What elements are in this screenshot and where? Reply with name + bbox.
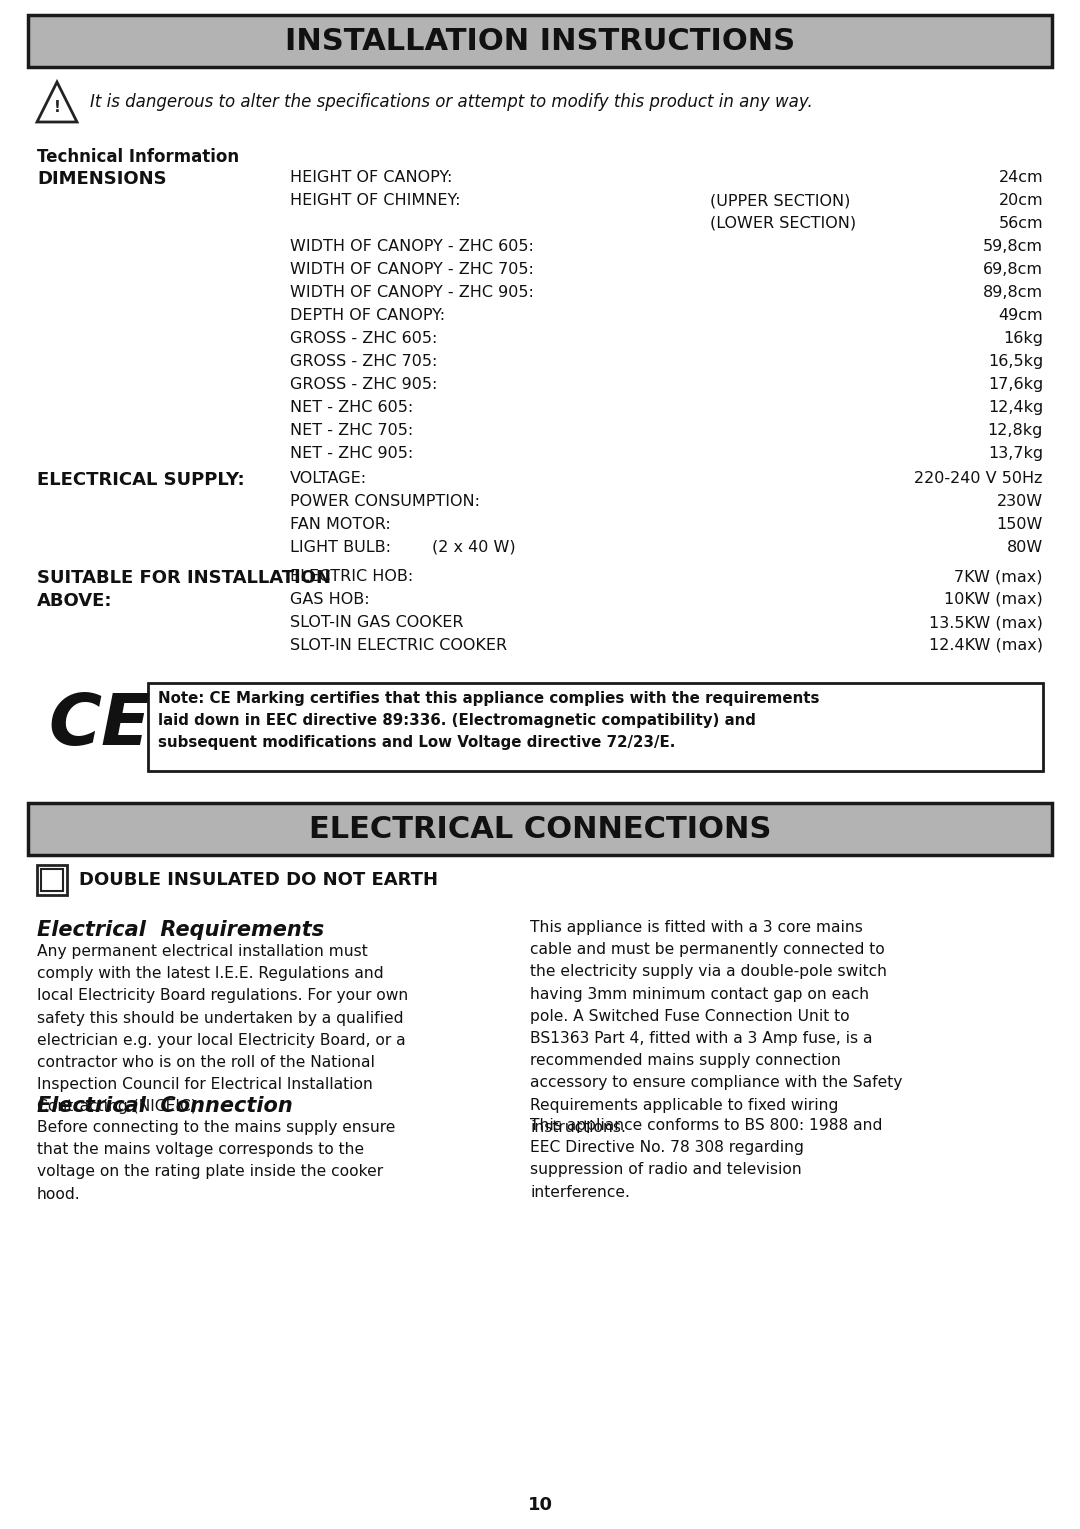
Text: INSTALLATION INSTRUCTIONS: INSTALLATION INSTRUCTIONS	[285, 26, 795, 55]
Text: 89,8cm: 89,8cm	[983, 284, 1043, 300]
Text: Before connecting to the mains supply ensure
that the mains voltage corresponds : Before connecting to the mains supply en…	[37, 1121, 395, 1202]
Text: NET - ZHC 605:: NET - ZHC 605:	[291, 401, 414, 414]
Text: 12,4kg: 12,4kg	[988, 401, 1043, 414]
Text: WIDTH OF CANOPY - ZHC 605:: WIDTH OF CANOPY - ZHC 605:	[291, 239, 534, 254]
Text: (UPPER SECTION): (UPPER SECTION)	[710, 193, 850, 208]
Text: GROSS - ZHC 605:: GROSS - ZHC 605:	[291, 330, 437, 346]
Text: This appliance conforms to BS 800: 1988 and
EEC Directive No. 78 308 regarding
s: This appliance conforms to BS 800: 1988 …	[530, 1118, 882, 1200]
Text: This appliance is fitted with a 3 core mains
cable and must be permanently conne: This appliance is fitted with a 3 core m…	[530, 920, 903, 1135]
Bar	[148, 683, 1043, 771]
Text: HEIGHT OF CANOPY:: HEIGHT OF CANOPY:	[291, 170, 453, 185]
Text: SUITABLE FOR INSTALLATION: SUITABLE FOR INSTALLATION	[37, 569, 330, 587]
Text: 220-240 V 50Hz: 220-240 V 50Hz	[915, 471, 1043, 486]
Text: 69,8cm: 69,8cm	[983, 261, 1043, 277]
Text: DIMENSIONS: DIMENSIONS	[37, 170, 166, 188]
Text: VOLTAGE:: VOLTAGE:	[291, 471, 367, 486]
Text: 17,6kg: 17,6kg	[988, 378, 1043, 391]
Text: 12,8kg: 12,8kg	[987, 424, 1043, 437]
Text: 49cm: 49cm	[998, 307, 1043, 323]
Text: 150W: 150W	[997, 517, 1043, 532]
Bar	[41, 868, 63, 891]
Text: WIDTH OF CANOPY - ZHC 705:: WIDTH OF CANOPY - ZHC 705:	[291, 261, 534, 277]
Text: 13,7kg: 13,7kg	[988, 446, 1043, 462]
Text: ELECTRIC HOB:: ELECTRIC HOB:	[291, 569, 414, 584]
Text: !: !	[54, 101, 60, 116]
Text: (LOWER SECTION): (LOWER SECTION)	[710, 216, 856, 231]
Text: CE: CE	[49, 691, 151, 760]
Bar	[28, 803, 1052, 855]
Text: 80W: 80W	[1007, 540, 1043, 555]
Text: 10KW (max): 10KW (max)	[944, 592, 1043, 607]
Text: Electrical  Connection: Electrical Connection	[37, 1096, 293, 1116]
Text: It is dangerous to alter the specifications or attempt to modify this product in: It is dangerous to alter the specificati…	[90, 93, 813, 112]
Text: DEPTH OF CANOPY:: DEPTH OF CANOPY:	[291, 307, 445, 323]
Text: WIDTH OF CANOPY - ZHC 905:: WIDTH OF CANOPY - ZHC 905:	[291, 284, 534, 300]
Text: GAS HOB:: GAS HOB:	[291, 592, 369, 607]
Text: Technical Information: Technical Information	[37, 148, 239, 167]
Text: 16,5kg: 16,5kg	[988, 355, 1043, 368]
Text: FAN MOTOR:: FAN MOTOR:	[291, 517, 391, 532]
Text: 10: 10	[527, 1495, 553, 1514]
Text: 24cm: 24cm	[998, 170, 1043, 185]
Text: 20cm: 20cm	[998, 193, 1043, 208]
Text: 16kg: 16kg	[1003, 330, 1043, 346]
Text: 56cm: 56cm	[998, 216, 1043, 231]
Text: 13.5KW (max): 13.5KW (max)	[929, 615, 1043, 630]
Text: 12.4KW (max): 12.4KW (max)	[929, 638, 1043, 653]
Text: NET - ZHC 905:: NET - ZHC 905:	[291, 446, 414, 462]
Text: 7KW (max): 7KW (max)	[955, 569, 1043, 584]
Bar	[37, 865, 67, 894]
Text: 59,8cm: 59,8cm	[983, 239, 1043, 254]
Text: Any permanent electrical installation must
comply with the latest I.E.E. Regulat: Any permanent electrical installation mu…	[37, 943, 408, 1115]
Text: GROSS - ZHC 705:: GROSS - ZHC 705:	[291, 355, 437, 368]
Text: 230W: 230W	[997, 494, 1043, 509]
Text: NET - ZHC 705:: NET - ZHC 705:	[291, 424, 414, 437]
Text: GROSS - ZHC 905:: GROSS - ZHC 905:	[291, 378, 437, 391]
Text: SLOT-IN ELECTRIC COOKER: SLOT-IN ELECTRIC COOKER	[291, 638, 508, 653]
Text: POWER CONSUMPTION:: POWER CONSUMPTION:	[291, 494, 480, 509]
Text: Electrical  Requirements: Electrical Requirements	[37, 920, 324, 940]
Text: ELECTRICAL CONNECTIONS: ELECTRICAL CONNECTIONS	[309, 815, 771, 844]
Text: LIGHT BULB:        (2 x 40 W): LIGHT BULB: (2 x 40 W)	[291, 540, 515, 555]
Text: DOUBLE INSULATED DO NOT EARTH: DOUBLE INSULATED DO NOT EARTH	[79, 872, 438, 888]
Text: Note: CE Marking certifies that this appliance complies with the requirements
la: Note: CE Marking certifies that this app…	[158, 691, 820, 751]
Text: HEIGHT OF CHIMNEY:: HEIGHT OF CHIMNEY:	[291, 193, 460, 208]
Text: ABOVE:: ABOVE:	[37, 592, 112, 610]
Bar	[28, 15, 1052, 67]
Text: ELECTRICAL SUPPLY:: ELECTRICAL SUPPLY:	[37, 471, 245, 489]
Text: SLOT-IN GAS COOKER: SLOT-IN GAS COOKER	[291, 615, 463, 630]
